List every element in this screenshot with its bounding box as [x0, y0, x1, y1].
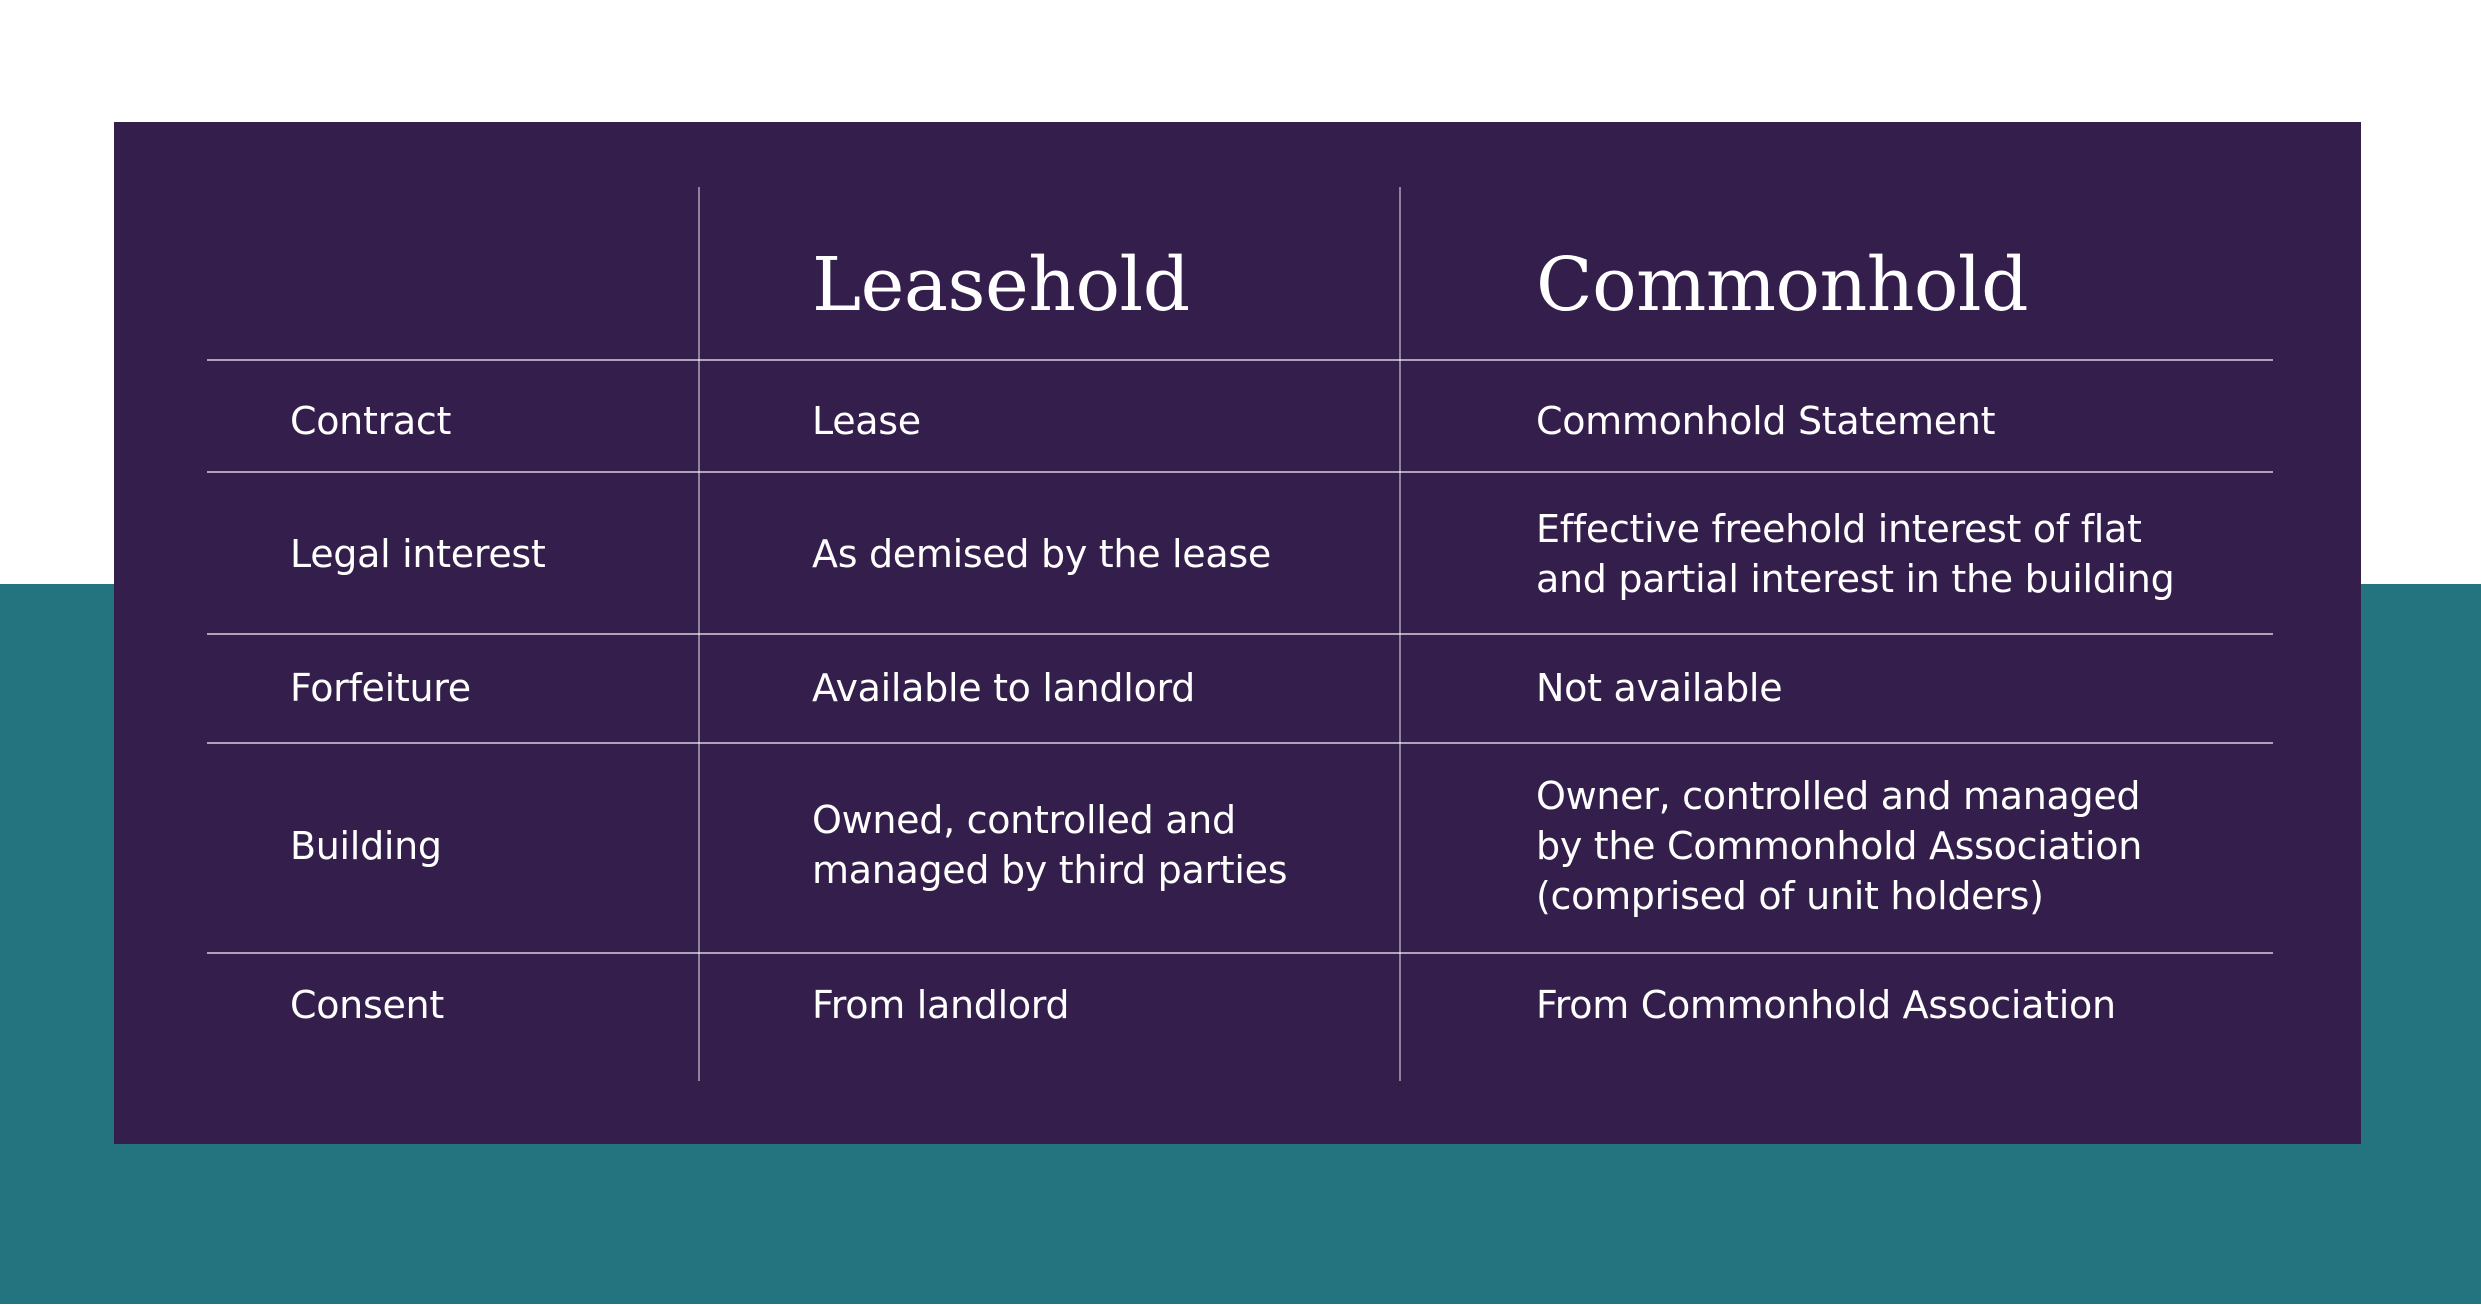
table-row: Building Owned, controlled and managed b…	[207, 771, 2273, 921]
row-divider	[207, 633, 2273, 635]
row-divider	[207, 359, 2273, 361]
leasehold-cell: From landlord	[812, 983, 1070, 1027]
row-label: Legal interest	[290, 532, 546, 576]
commonhold-cell: From Commonhold Association	[1536, 983, 2116, 1027]
commonhold-cell: Commonhold Statement	[1536, 399, 1996, 443]
row-label: Consent	[290, 983, 444, 1027]
row-label: Forfeiture	[290, 666, 471, 710]
column-header-leasehold: Leasehold	[812, 242, 1190, 328]
commonhold-cell: Not available	[1536, 666, 1783, 710]
row-label: Building	[290, 824, 442, 868]
row-divider	[207, 952, 2273, 954]
leasehold-cell: Lease	[812, 399, 921, 443]
table-row: Consent From landlord From Commonhold As…	[207, 980, 2273, 1030]
commonhold-cell: Effective freehold interest of flat and …	[1536, 507, 2175, 601]
table-row: Legal interest As demised by the lease E…	[207, 504, 2273, 604]
leasehold-cell: Available to landlord	[812, 666, 1195, 710]
commonhold-cell: Owner, controlled and managed by the Com…	[1536, 774, 2143, 918]
leasehold-cell: As demised by the lease	[812, 532, 1271, 576]
table-row: Forfeiture Available to landlord Not ava…	[207, 663, 2273, 713]
table-row: Contract Lease Commonhold Statement	[207, 396, 2273, 446]
leasehold-cell: Owned, controlled and managed by third p…	[812, 798, 1288, 892]
row-label: Contract	[290, 399, 452, 443]
table-header-row: Leasehold Commonhold	[207, 240, 2273, 330]
row-divider	[207, 742, 2273, 744]
row-divider	[207, 471, 2273, 473]
column-header-commonhold: Commonhold	[1536, 242, 2028, 328]
